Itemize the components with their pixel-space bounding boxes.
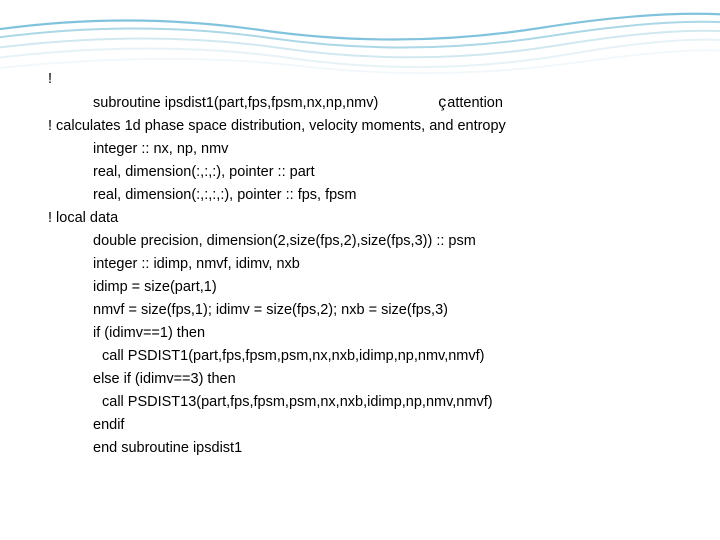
code-line: idimp = size(part,1) — [48, 276, 690, 299]
attention-text: attention — [447, 92, 503, 115]
code-line: integer :: nx, np, nmv — [48, 138, 690, 161]
code-line: endif — [48, 414, 690, 437]
code-line: ! — [48, 68, 690, 91]
code-line: end subroutine ipsdist1 — [48, 437, 690, 460]
code-line: ! calculates 1d phase space distribution… — [48, 115, 690, 138]
code-line: call PSDIST13(part,fps,fpsm,psm,nx,nxb,i… — [48, 391, 690, 414]
left-arrow-icon: ç — [438, 91, 446, 114]
code-line: real, dimension(:,:,:,:), pointer :: fps… — [48, 184, 690, 207]
attention-label: çattention — [438, 91, 503, 115]
subroutine-decl: subroutine ipsdist1(part,fps,fpsm,nx,np,… — [48, 92, 378, 115]
code-line: ! local data — [48, 207, 690, 230]
code-line: nmvf = size(fps,1); idimv = size(fps,2);… — [48, 299, 690, 322]
code-line: call PSDIST1(part,fps,fpsm,psm,nx,nxb,id… — [48, 345, 690, 368]
code-line: else if (idimv==3) then — [48, 368, 690, 391]
code-block: ! subroutine ipsdist1(part,fps,fpsm,nx,n… — [48, 68, 690, 460]
code-line: real, dimension(:,:,:), pointer :: part — [48, 161, 690, 184]
code-line: double precision, dimension(2,size(fps,2… — [48, 230, 690, 253]
code-line: integer :: idimp, nmvf, idimv, nxb — [48, 253, 690, 276]
code-line: if (idimv==1) then — [48, 322, 690, 345]
code-line-subroutine: subroutine ipsdist1(part,fps,fpsm,nx,np,… — [48, 91, 690, 115]
